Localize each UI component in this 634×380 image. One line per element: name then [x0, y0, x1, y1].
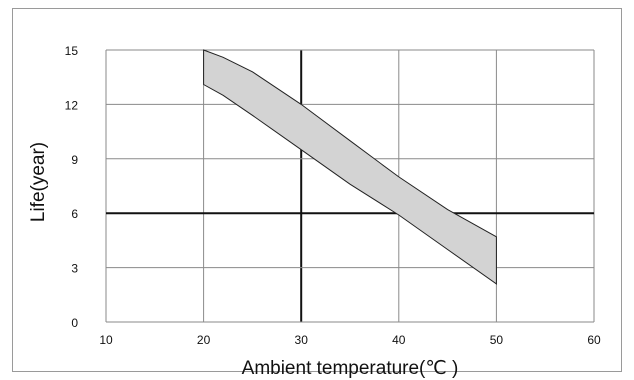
life-band-area-0	[203, 49, 497, 285]
y-tick-label-15: 15	[65, 44, 79, 58]
x-tick-label-50: 50	[490, 333, 504, 347]
x-axis-title: Ambient temperature(℃ )	[242, 358, 459, 379]
y-tick-label-0: 0	[71, 316, 78, 330]
y-tick-label-6: 6	[71, 207, 78, 221]
life-band	[203, 49, 497, 285]
x-tick-label-30: 30	[295, 333, 309, 347]
y-tick-label-12: 12	[65, 98, 79, 112]
x-tick-label-10: 10	[99, 333, 113, 347]
x-tick-label-40: 40	[392, 333, 406, 347]
y-axis-title: Life(year)	[28, 142, 49, 222]
tick-labels: 10 20 30 40 50 60 0 3 6 9 12 15	[65, 44, 601, 347]
chart-frame	[12, 8, 622, 372]
x-tick-label-20: 20	[197, 333, 211, 347]
y-tick-label-3: 3	[71, 262, 78, 276]
x-tick-label-60: 60	[587, 333, 601, 347]
y-tick-label-9: 9	[71, 153, 78, 167]
grid	[105, 49, 595, 323]
